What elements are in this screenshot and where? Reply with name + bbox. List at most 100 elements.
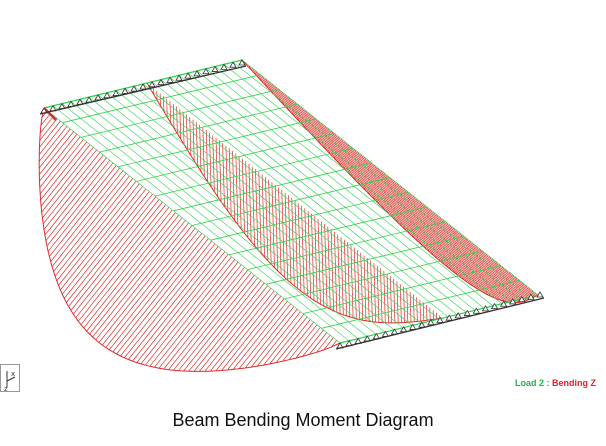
supports <box>39 59 545 350</box>
moment-ordinate <box>202 127 205 177</box>
moment-ordinate <box>383 270 386 323</box>
moment-ordinate <box>39 123 64 155</box>
moment-ordinate <box>132 248 222 362</box>
support-icon <box>409 323 417 330</box>
moment-ordinate <box>45 159 111 241</box>
moment-ordinate <box>40 141 88 201</box>
moment-ordinate <box>416 297 418 322</box>
moment-ordinate <box>485 253 519 303</box>
moment-ordinate <box>304 208 308 296</box>
moment-ordinate <box>323 125 372 197</box>
moment-ordinate <box>282 321 314 362</box>
moment-ordinate <box>173 272 252 371</box>
moment-ordinate <box>218 140 222 202</box>
moment-ordinate <box>145 256 232 366</box>
moment-ordinate <box>40 112 51 126</box>
moment-ordinate <box>314 117 358 183</box>
support-base <box>335 297 545 350</box>
moment-ordinate <box>215 137 219 197</box>
moment-ordinate <box>149 259 236 367</box>
moment-ordinate <box>389 177 452 271</box>
moment-ordinate <box>281 91 307 130</box>
moment-ordinate <box>316 334 331 353</box>
moment-ordinate <box>112 235 206 353</box>
moment-ordinate <box>393 278 396 323</box>
support-icon <box>490 302 499 309</box>
moment-ordinate <box>501 266 526 302</box>
moment-ordinate <box>409 193 471 285</box>
support-icon <box>202 67 210 75</box>
moment-ordinate <box>66 193 153 303</box>
moment-ordinate <box>317 119 363 188</box>
support-icon <box>166 76 174 83</box>
moment-ordinate <box>75 204 166 318</box>
support-icon <box>238 59 246 66</box>
moment-ordinate <box>468 240 511 303</box>
moment-ordinate <box>380 268 383 323</box>
moment-ordinate <box>221 295 282 371</box>
support-icon <box>184 72 192 79</box>
moment-ordinate <box>287 96 318 141</box>
moment-ordinate <box>412 195 474 287</box>
moment-ordinate <box>248 163 252 242</box>
moment-ordinate <box>363 156 424 247</box>
load-case-label: Load 2 : Bending Z <box>515 378 596 388</box>
support-icon <box>175 74 183 81</box>
moment-ordinate <box>41 146 94 213</box>
support-icon <box>229 61 237 68</box>
moment-ordinate <box>281 190 285 278</box>
moment-ordinate <box>360 252 364 321</box>
moment-ordinate <box>49 167 120 257</box>
moment-ordinate <box>478 247 516 303</box>
axis-triad-icon[interactable]: x z <box>0 364 20 393</box>
moment-ordinate <box>439 216 493 298</box>
moment-ordinate <box>357 250 360 320</box>
moment-ordinate <box>38 126 68 162</box>
moment-ordinate <box>426 304 428 321</box>
moment-ordinate <box>416 198 476 288</box>
moment-ordinate <box>370 260 373 322</box>
moment-ordinate <box>406 190 468 283</box>
moment-ordinate <box>73 201 163 315</box>
moment-ordinate <box>68 196 157 307</box>
moment-ordinate <box>60 186 143 291</box>
structure-viewport[interactable] <box>0 0 606 400</box>
moment-ordinate <box>109 233 203 351</box>
moment-ordinate <box>92 220 186 338</box>
longitudinal-beam <box>52 105 350 342</box>
moment-ordinate <box>212 135 215 192</box>
moment-ordinate <box>120 240 212 357</box>
moment-ordinate <box>39 131 74 175</box>
moment-ordinate <box>172 103 175 129</box>
moment-ordinate <box>38 128 71 169</box>
moment-ordinate <box>89 217 183 335</box>
moment-ordinate <box>350 244 354 318</box>
result-type: Bending Z <box>552 378 596 388</box>
moment-ordinate <box>475 245 514 303</box>
support-icon <box>220 63 228 70</box>
moment-ordinate <box>383 172 446 266</box>
moment-ordinate <box>158 264 242 369</box>
longitudinal-beam <box>178 75 476 311</box>
moment-ordinate <box>370 161 431 253</box>
moment-ordinate <box>124 243 216 359</box>
support-icon <box>121 87 129 94</box>
moment-ordinate <box>403 286 405 323</box>
moment-ordinate <box>297 104 333 157</box>
moment-ordinate <box>465 237 509 303</box>
moment-ordinate <box>70 199 160 311</box>
moment-ordinate <box>356 151 416 239</box>
moment-ordinate <box>78 206 170 322</box>
moment-ordinate <box>264 78 281 101</box>
support-base <box>39 65 247 115</box>
moment-ordinate <box>235 153 239 225</box>
moment-ordinate <box>396 281 399 323</box>
support-icon <box>509 298 517 305</box>
moment-ordinate <box>50 170 124 262</box>
moment-ordinate <box>432 211 489 296</box>
moment-ordinate <box>205 129 209 182</box>
moment-ordinate <box>309 332 328 355</box>
moment-ordinate <box>419 299 421 322</box>
moment-ordinate <box>168 269 249 370</box>
moment-ordinate <box>271 83 291 113</box>
